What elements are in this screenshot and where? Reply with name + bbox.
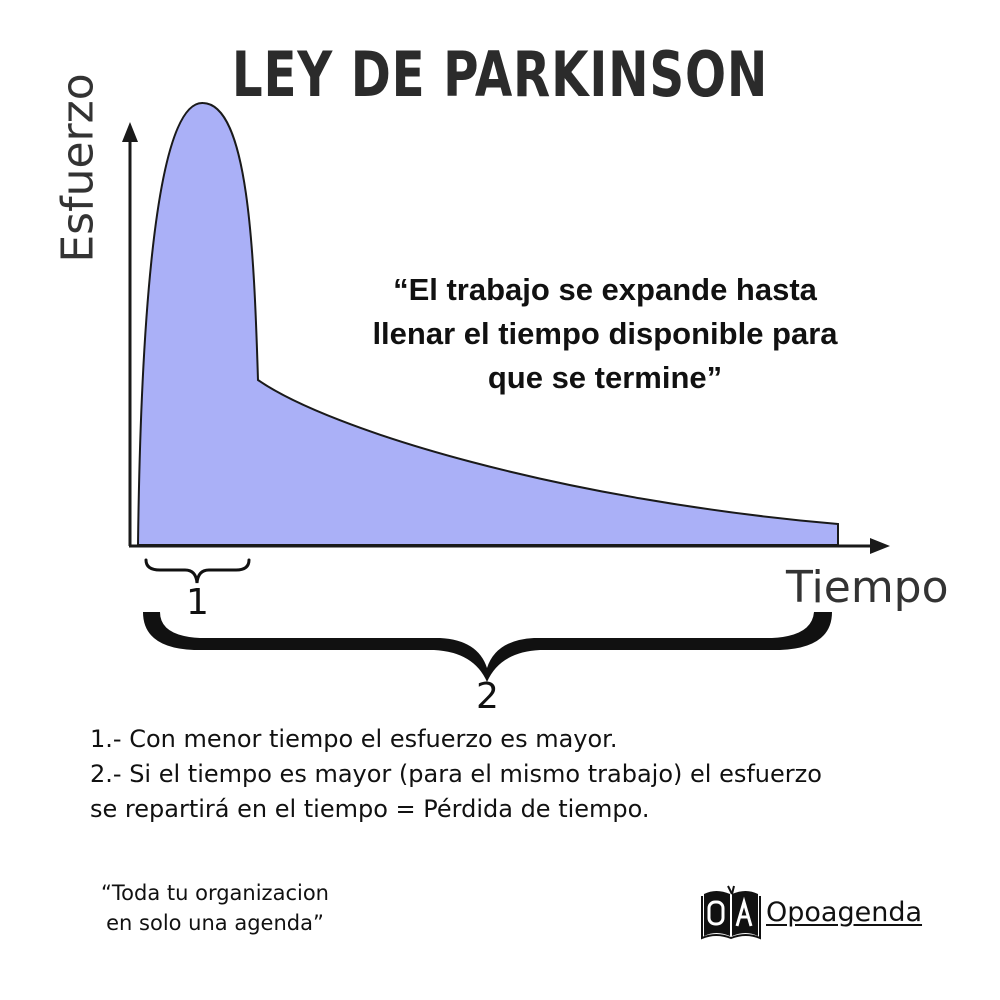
y-axis-label-text: Esfuerzo	[52, 73, 104, 263]
slogan-line: “Toda tu organizacion	[101, 881, 329, 905]
slogan-line: en solo una agenda”	[106, 911, 324, 935]
parkinson-quote: “El trabajo se expande hasta llenar el t…	[320, 268, 890, 400]
short-time-brace	[144, 558, 251, 584]
quote-line: que se termine”	[487, 360, 723, 395]
short-brace-label: 1	[186, 582, 209, 623]
slogan: “Toda tu organizacion en solo una agenda…	[70, 878, 360, 938]
quote-line: llenar el tiempo disponible para	[372, 316, 838, 351]
y-axis-arrow-icon	[122, 122, 138, 142]
page-title: LEY DE PARKINSON	[231, 38, 769, 111]
note-line: se repartirá en el tiempo = Pérdida de t…	[90, 795, 650, 823]
x-axis-label: Tiempo	[786, 562, 949, 613]
explanation-notes: 1.- Con menor tiempo el esfuerzo es mayo…	[90, 722, 822, 827]
long-brace-label: 2	[476, 676, 499, 717]
quote-line: “El trabajo se expande hasta	[393, 272, 817, 307]
long-time-brace	[143, 612, 832, 682]
note-line: 1.- Con menor tiempo el esfuerzo es mayo…	[90, 725, 618, 753]
x-axis-arrow-icon	[870, 538, 890, 554]
brand: Opoagenda	[700, 882, 922, 942]
brand-name: Opoagenda	[766, 896, 923, 928]
effort-curve	[136, 101, 839, 546]
open-book-logo-icon	[701, 885, 761, 940]
note-line: 2.- Si el tiempo es mayor (para el mismo…	[90, 760, 822, 788]
